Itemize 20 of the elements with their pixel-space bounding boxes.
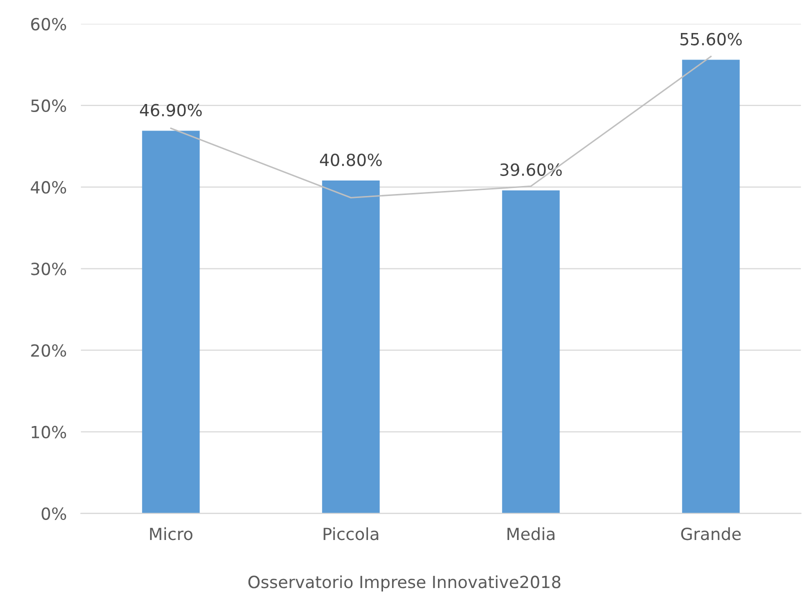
y-tick-label: 20% [31,344,66,357]
y-tick-label: 30% [31,262,66,276]
x-tick-label: Grande [681,527,741,540]
data-label: 40.80% [320,154,382,166]
text: Osservatorio Imprese Innovative2018 [248,575,560,592]
bar [142,130,200,514]
data-label: 46.90% [140,104,202,116]
y-tick-label: 60% [31,18,66,30]
y-tick-label: 40% [30,181,66,194]
x-tick-label: Micro [150,527,192,540]
bar [322,180,380,514]
y-tick-label: 0% [42,507,66,520]
x-tick-label: Piccola [324,527,378,540]
bar [502,190,560,514]
y-tick-label: 10% [32,426,66,438]
data-label: 55.60% [680,32,742,46]
data-label: 39.60% [500,163,562,176]
bar [682,60,740,514]
y-tick-label: 50% [31,99,66,112]
x-tick-label: Media [508,527,554,540]
